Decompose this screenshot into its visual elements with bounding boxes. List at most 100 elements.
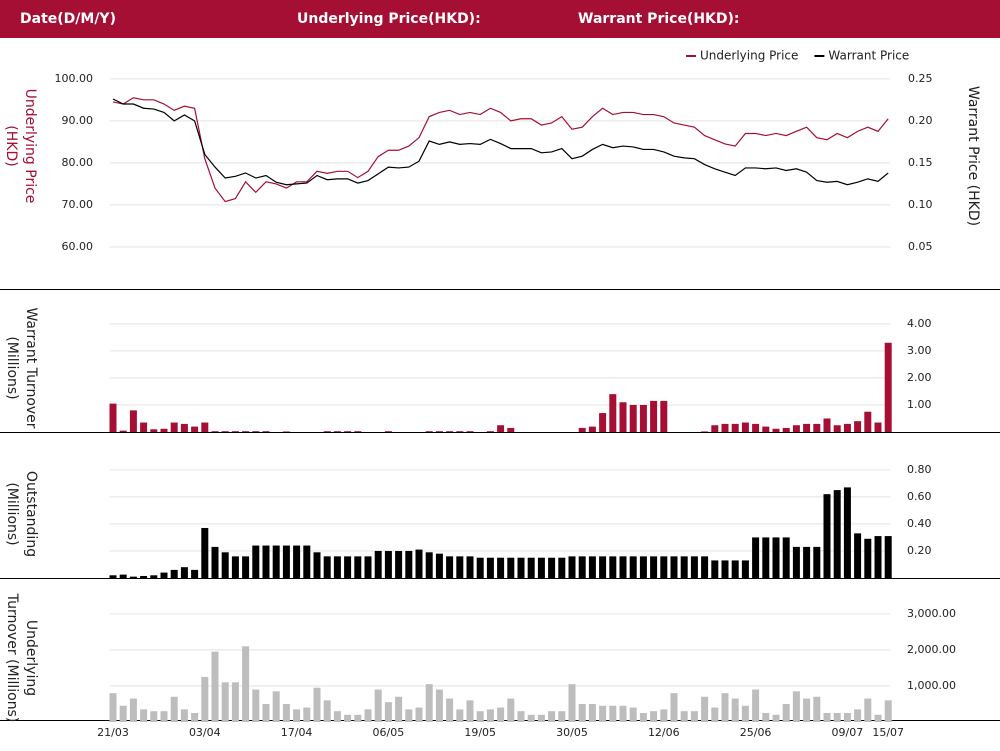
bar <box>731 560 739 578</box>
bar <box>303 707 311 722</box>
bar <box>252 431 260 432</box>
y-tick-label: 3.00 <box>907 344 932 357</box>
bar <box>160 572 168 578</box>
bar <box>119 574 127 578</box>
bar <box>191 569 199 578</box>
bar <box>537 557 545 578</box>
bar <box>180 709 188 722</box>
x-tick-label: 30/05 <box>556 726 588 739</box>
bar <box>180 423 188 432</box>
y-tick-label: 0.05 <box>908 240 933 253</box>
y-tick-label: 3,000.00 <box>907 607 956 620</box>
bar <box>507 557 515 578</box>
bar <box>823 418 831 432</box>
axis-label: Underlying Price (HKD) <box>3 88 38 204</box>
y-tick-label: 70.00 <box>62 198 94 211</box>
bar <box>741 705 749 722</box>
bar <box>262 703 270 722</box>
bar <box>721 423 729 432</box>
bar <box>548 711 556 722</box>
bar <box>497 425 505 432</box>
bar <box>527 714 535 722</box>
bar <box>690 711 698 722</box>
bar <box>384 702 392 722</box>
bar <box>721 560 729 578</box>
bar <box>650 711 658 722</box>
x-tick-label: 12/06 <box>648 726 680 739</box>
bar <box>650 400 658 432</box>
bar <box>874 422 882 432</box>
y-tick-label: 0.80 <box>907 463 932 476</box>
bar <box>639 712 647 722</box>
bar <box>344 556 352 578</box>
bar <box>854 709 862 722</box>
bar <box>803 423 811 432</box>
bar <box>609 394 617 432</box>
bar <box>384 431 392 432</box>
bar <box>374 689 382 722</box>
bar <box>558 711 566 722</box>
bar <box>813 423 821 432</box>
bar <box>150 429 158 432</box>
bar <box>752 537 760 578</box>
bar <box>762 426 770 432</box>
bar <box>313 687 321 722</box>
bar <box>527 557 535 578</box>
bar <box>701 696 709 722</box>
bar <box>843 712 851 722</box>
x-tick-label: 19/05 <box>464 726 496 739</box>
bar <box>466 431 474 432</box>
bar <box>191 712 199 722</box>
bar <box>792 691 800 722</box>
bar <box>741 560 749 578</box>
bar <box>772 714 780 722</box>
bar <box>690 556 698 578</box>
bar <box>170 569 178 578</box>
bar <box>752 423 760 432</box>
x-tick-label: 03/04 <box>189 726 221 739</box>
bar <box>476 557 484 578</box>
bar <box>813 546 821 578</box>
bar <box>507 698 515 722</box>
bar <box>435 431 443 432</box>
bar <box>772 428 780 432</box>
bar <box>374 550 382 578</box>
bar <box>344 714 352 722</box>
bar <box>415 707 423 722</box>
bar <box>109 693 117 722</box>
axis-label: Warrant Turnover (Millions) <box>4 306 39 429</box>
bar <box>323 431 331 432</box>
bar <box>609 705 617 722</box>
y-tick-label: 0.40 <box>907 517 932 530</box>
bar <box>803 698 811 722</box>
y-tick-label: 2.00 <box>907 371 932 384</box>
bar <box>517 557 525 578</box>
bar <box>639 404 647 432</box>
bar <box>160 428 168 432</box>
x-tick-label: 21/03 <box>97 726 129 739</box>
bar <box>497 707 505 722</box>
bar <box>599 556 607 578</box>
bar <box>762 712 770 722</box>
bar <box>456 556 464 578</box>
bar <box>476 711 484 722</box>
bar <box>150 575 158 578</box>
bar <box>486 431 494 432</box>
axis-label: Underlying Turnover (Millions) <box>4 593 39 722</box>
bar <box>588 556 596 578</box>
bar <box>792 546 800 578</box>
y-tick-label: 60.00 <box>62 240 94 253</box>
bar <box>578 703 586 722</box>
line <box>112 97 889 203</box>
bar <box>252 689 260 722</box>
bar <box>231 556 239 578</box>
bar <box>323 700 331 722</box>
bar <box>364 556 372 578</box>
bar <box>711 560 719 578</box>
bar <box>456 709 464 722</box>
bar <box>782 537 790 578</box>
bar <box>221 682 229 722</box>
bar <box>772 537 780 578</box>
header-date: Date(D/M/Y) <box>20 11 116 27</box>
bar <box>497 557 505 578</box>
